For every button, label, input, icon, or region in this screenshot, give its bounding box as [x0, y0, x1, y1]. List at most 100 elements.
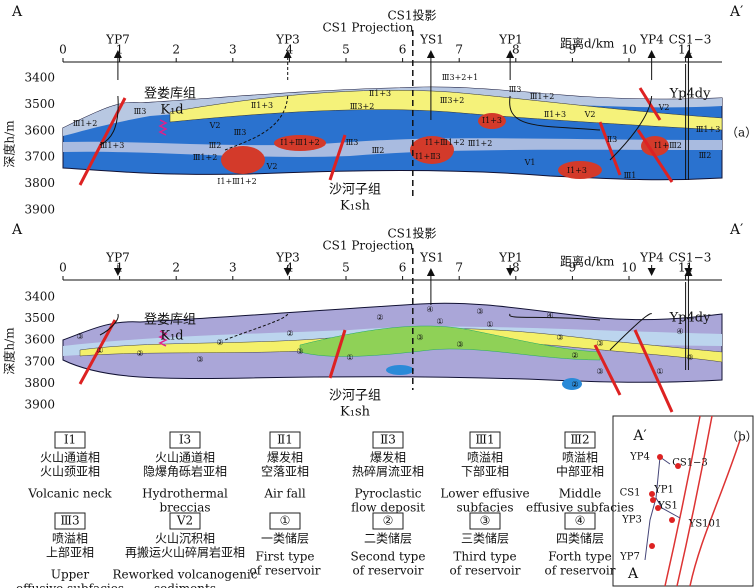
y-tick-label: 3900: [24, 398, 55, 412]
y-tick-label: 3500: [24, 311, 55, 325]
legend-code: Ⅰ1: [64, 433, 76, 447]
zone-label: ①: [96, 346, 103, 355]
legend-zh: 中部亚相: [556, 464, 604, 479]
zone-label: Ⅰ1+Ⅱ3: [415, 152, 440, 161]
map-label: A: [627, 566, 639, 582]
x-tick-label: 2: [172, 261, 180, 275]
section-end: A: [11, 222, 23, 238]
well-label: YP3: [275, 251, 300, 265]
x-tick-label: 9: [569, 261, 577, 275]
legend-en: Second type: [351, 550, 426, 564]
legend-box: [169, 431, 201, 449]
legend-code: ③: [480, 514, 491, 528]
legend-code: Ⅱ3: [380, 433, 396, 447]
legend-code: ④: [575, 514, 586, 528]
y-tick-label: 3800: [24, 376, 55, 390]
zone-label: Ⅲ1+2: [73, 119, 98, 128]
zone-label: Ⅲ1+3: [696, 125, 721, 134]
well-label: CS1投影: [387, 8, 436, 23]
zone-label: ②: [571, 380, 578, 389]
zone-label: Ⅰ1+Ⅲ1+2: [280, 138, 320, 147]
map-label: YS101: [688, 519, 722, 530]
well-label: CS1 Projection: [322, 21, 413, 35]
legend-en: Pyroclastic: [354, 487, 421, 501]
zone-label: Ⅴ2: [209, 121, 221, 130]
legend-box: [469, 512, 501, 530]
legend-zh: 爆发相: [370, 450, 406, 465]
legend-en: subfacies: [457, 501, 514, 515]
legend-en: of reservoir: [353, 564, 424, 578]
zone-label: Ⅲ1+2: [468, 139, 493, 148]
map-label: YP7: [619, 552, 640, 563]
zone-label: Ⅰ1+3: [482, 116, 502, 125]
well-trajectory: [99, 313, 119, 336]
y-tick-label: 3400: [24, 71, 55, 85]
fault: [633, 329, 674, 413]
legend-en: Hydrothermal: [142, 487, 228, 501]
legend-en: Middle: [559, 487, 601, 501]
map-label: YP4: [629, 452, 650, 463]
well-label: CS1−3: [669, 33, 712, 47]
map-well: [650, 497, 656, 503]
fault: [328, 329, 347, 379]
legend-zh: 一类储层: [261, 531, 309, 546]
zone-label: Ⅰ1+Ⅲ1+2: [425, 138, 465, 147]
zone-label: Ⅱ1+3: [369, 89, 391, 98]
legend-zh: 喷溢相: [52, 532, 88, 546]
zone-label: Ⅰ1+Ⅲ2: [654, 141, 682, 150]
x-tick-label: 10: [621, 261, 636, 275]
x-tick-label: 6: [399, 43, 407, 57]
red-intrusion: [274, 135, 326, 151]
x-tick-label: 3: [229, 261, 237, 275]
map-label: CS1: [620, 488, 641, 499]
section-end: A: [11, 4, 23, 20]
map-well: [675, 463, 681, 469]
zone-label: ③: [596, 339, 603, 348]
panel-label: （a）: [726, 126, 756, 140]
formation-label: K₁sh: [340, 405, 371, 420]
x-tick-label: 4: [286, 261, 294, 275]
legend-zh: 爆发相: [267, 450, 303, 465]
zone-label: ④: [676, 327, 683, 336]
x-tick-label: 5: [342, 43, 350, 57]
legend-zh: 上部亚相: [46, 545, 94, 560]
y-axis-label: 深度h/m: [2, 120, 17, 168]
zone-label: ③: [556, 333, 563, 342]
formation-label: 登娄库组: [144, 86, 196, 102]
zone-label: Ⅲ3: [509, 85, 522, 94]
legend-code: Ⅴ2: [176, 514, 193, 528]
formation-label: K₁d: [160, 103, 183, 118]
well-label: CS1 Projection: [322, 239, 413, 253]
legend-box: [469, 431, 501, 449]
red-intrusion: [478, 113, 506, 129]
zone-label: ①: [486, 320, 493, 329]
zone-label: Ⅲ2: [209, 141, 222, 150]
y-tick-label: 3500: [24, 97, 55, 111]
map-well: [669, 517, 675, 523]
legend-box: [372, 431, 404, 449]
legend-zh: 三类储层: [461, 531, 509, 546]
legend-code: Ⅲ3: [60, 514, 79, 528]
legend-en: effusive subfacies: [526, 501, 634, 515]
zone-label: Ⅲ1+3: [100, 141, 125, 150]
y-tick-label: 3600: [24, 333, 55, 347]
formation-label: K₁sh: [340, 199, 371, 214]
legend-en: Reworked volcanogenic: [113, 568, 258, 582]
section-end: A′: [729, 222, 743, 238]
zone-label: ③: [686, 353, 693, 362]
zone-label: Ⅲ3: [346, 138, 359, 147]
zone-label: ①: [436, 317, 443, 326]
y-tick-label: 3900: [24, 203, 55, 217]
y-tick-label: 3600: [24, 123, 55, 137]
well-trajectory: [509, 95, 601, 131]
well-label: YS1: [419, 251, 444, 265]
x-tick-label: 0: [59, 261, 67, 275]
y-axis-label: 深度h/m: [2, 327, 17, 375]
x-tick-label: 7: [455, 43, 463, 57]
legend-box: [269, 431, 301, 449]
y-tick-label: 3800: [24, 176, 55, 190]
legend-zh: 下部亚相: [461, 464, 509, 479]
green-layer: [299, 325, 601, 361]
legend-box: [269, 512, 301, 530]
legend-en: Air fall: [263, 487, 305, 501]
